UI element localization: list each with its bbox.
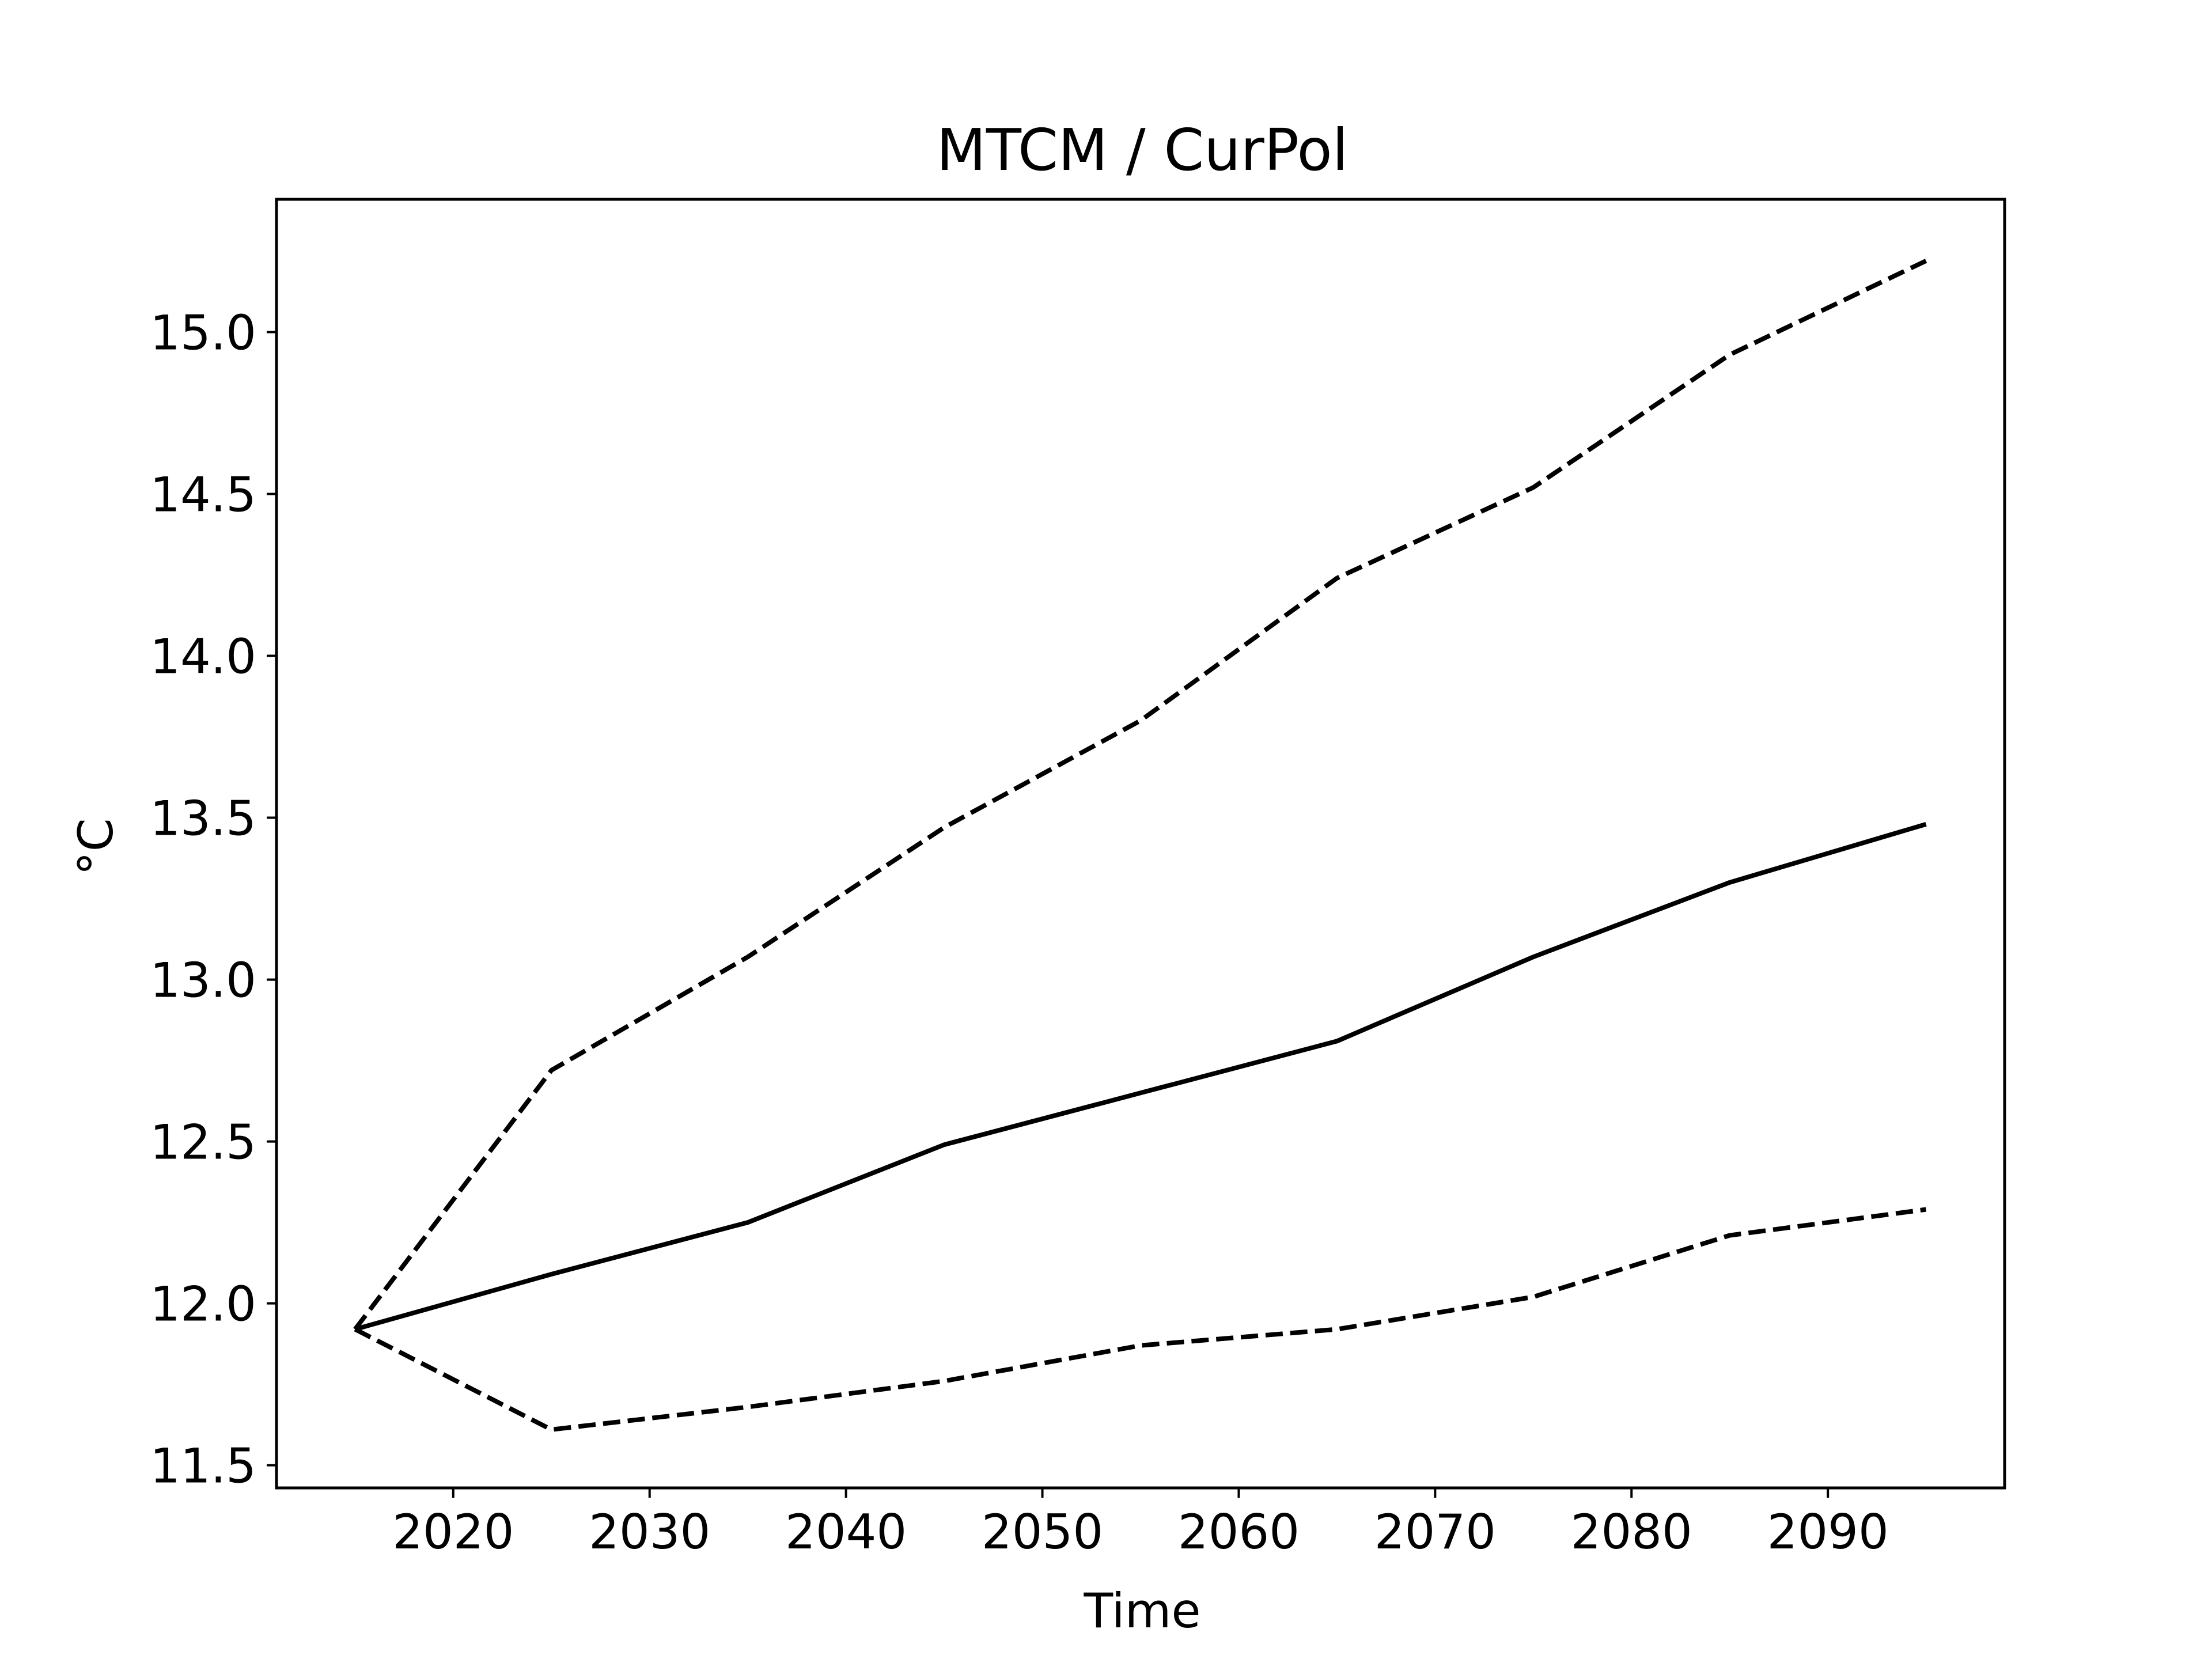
x-tick-label: 2060 xyxy=(1178,1504,1300,1560)
plot-frame xyxy=(275,198,2006,1490)
y-tick-label: 13.5 xyxy=(150,791,256,847)
y-tick-label: 15.0 xyxy=(150,305,256,361)
x-tick-label: 2090 xyxy=(1767,1504,1889,1560)
x-tick-label: 2040 xyxy=(785,1504,907,1560)
y-tick-label: 14.5 xyxy=(150,467,256,522)
y-tick-label: 11.5 xyxy=(150,1438,256,1494)
x-axis-label: Time xyxy=(1083,1583,1200,1639)
series-line-1 xyxy=(354,821,1927,1332)
chart-title: MTCM / CurPol xyxy=(937,116,1349,184)
y-axis-ticks: 11.5 12.0 12.5 13.0 13.5 14.0 14.5 15.0 xyxy=(150,305,276,1494)
y-tick-label: 13.0 xyxy=(150,953,256,1009)
y-tick-label: 12.5 xyxy=(150,1115,256,1171)
series-line-3 xyxy=(354,1207,1927,1432)
x-tick-label: 2080 xyxy=(1571,1504,1692,1560)
series-line-2 xyxy=(353,259,1927,1331)
x-tick-label: 2050 xyxy=(982,1504,1103,1560)
x-tick-label: 2070 xyxy=(1374,1504,1496,1560)
y-tick-label: 12.0 xyxy=(150,1277,256,1332)
x-tick-label: 2030 xyxy=(589,1504,710,1560)
x-axis-ticks: 2020 2030 2040 2050 2060 2070 2080 2090 xyxy=(392,1488,1889,1560)
y-tick-label: 14.0 xyxy=(150,629,256,685)
plot-area xyxy=(353,259,1927,1432)
x-tick-label: 2020 xyxy=(392,1504,514,1560)
y-axis-label: °C xyxy=(68,818,124,875)
